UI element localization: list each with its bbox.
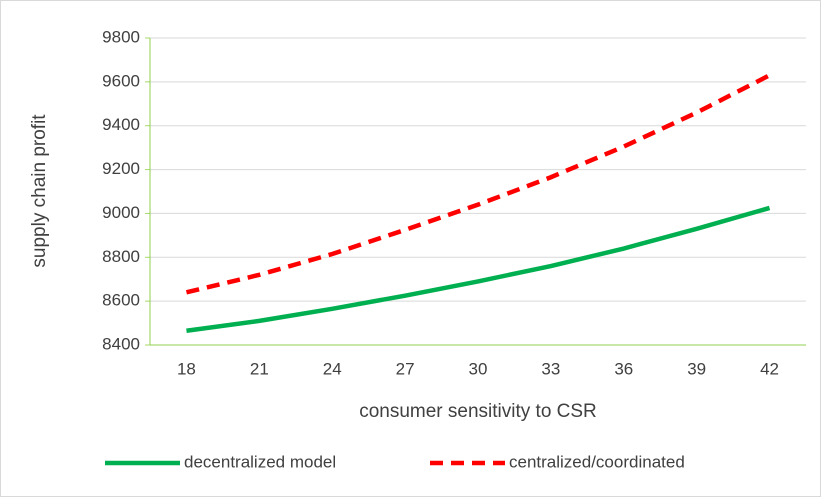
y-tick-label: 9600 <box>102 71 140 90</box>
x-tick-label: 30 <box>469 359 488 378</box>
legend-label: centralized/coordinated <box>509 452 685 471</box>
line-series <box>185 73 771 295</box>
legend-label: decentralized model <box>184 452 336 471</box>
y-tick-label: 8400 <box>102 334 140 353</box>
x-tick-label: 24 <box>323 359 342 378</box>
x-tick-label: 39 <box>687 359 706 378</box>
y-tick-label: 9400 <box>102 115 140 134</box>
y-axis-label: supply chain profit <box>29 114 50 268</box>
y-tick-label: 9200 <box>102 159 140 178</box>
x-tick-label: 33 <box>541 359 560 378</box>
x-tick-label: 18 <box>177 359 196 378</box>
x-tick-label: 27 <box>396 359 415 378</box>
line-series <box>186 205 771 333</box>
y-tick-label: 9800 <box>102 27 140 46</box>
x-tick-label: 21 <box>250 359 269 378</box>
y-tick-label: 8800 <box>102 247 140 266</box>
y-tick-label: 9000 <box>102 203 140 222</box>
x-tick-label: 36 <box>614 359 633 378</box>
x-tick-label: 42 <box>760 359 779 378</box>
x-axis-label: consumer sensitivity to CSR <box>359 401 597 422</box>
y-tick-label: 8600 <box>102 291 140 310</box>
